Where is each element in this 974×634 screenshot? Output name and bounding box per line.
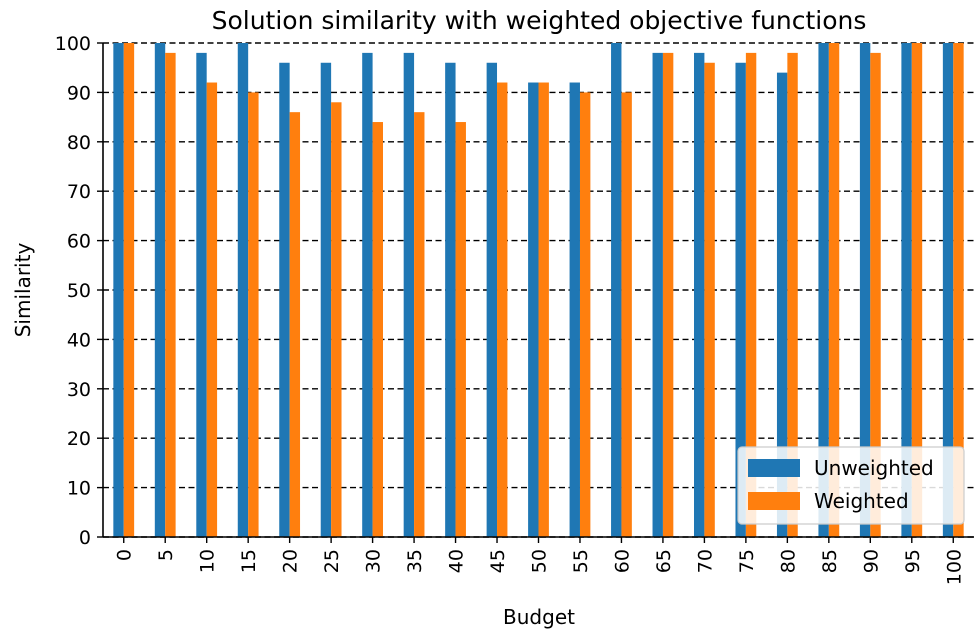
x-tick-label: 85 bbox=[819, 549, 841, 573]
bar-unweighted-20 bbox=[279, 62, 290, 537]
x-tick-label: 65 bbox=[653, 549, 675, 573]
legend-label-unweighted: Unweighted bbox=[814, 456, 934, 480]
bar-unweighted-15 bbox=[237, 43, 249, 537]
y-axis-label: Similarity bbox=[11, 243, 35, 338]
y-tick-label: 40 bbox=[67, 329, 91, 351]
bar-unweighted-50 bbox=[528, 82, 539, 538]
bar-unweighted-25 bbox=[320, 62, 332, 537]
bar-unweighted-30 bbox=[362, 52, 373, 537]
bar-weighted-95 bbox=[911, 43, 923, 537]
bar-unweighted-70 bbox=[694, 52, 705, 537]
x-tick-label: 25 bbox=[321, 549, 343, 573]
bar-weighted-45 bbox=[497, 82, 508, 538]
y-tick-label: 30 bbox=[67, 379, 91, 401]
x-tick-label: 5 bbox=[155, 549, 177, 561]
x-tick-label: 60 bbox=[611, 549, 633, 573]
bar-weighted-50 bbox=[538, 82, 549, 538]
x-tick-label: 30 bbox=[363, 549, 385, 573]
y-tick-label: 50 bbox=[67, 280, 91, 302]
bar-unweighted-95 bbox=[901, 43, 912, 537]
bar-unweighted-90 bbox=[859, 43, 871, 537]
x-tick-label: 100 bbox=[943, 549, 965, 585]
bar-unweighted-55 bbox=[569, 82, 580, 538]
bar-weighted-85 bbox=[828, 43, 840, 537]
x-tick-label: 80 bbox=[777, 549, 799, 573]
bar-unweighted-65 bbox=[652, 52, 663, 537]
bar-weighted-25 bbox=[331, 102, 342, 537]
bar-weighted-100 bbox=[953, 43, 964, 537]
x-tick-label: 10 bbox=[197, 549, 219, 573]
bar-weighted-80 bbox=[787, 52, 798, 537]
bar-weighted-65 bbox=[662, 52, 674, 537]
bar-unweighted-75 bbox=[735, 62, 746, 537]
x-tick-label: 95 bbox=[902, 549, 924, 573]
chart-title: Solution similarity with weighted object… bbox=[212, 6, 867, 35]
bar-unweighted-80 bbox=[776, 72, 788, 537]
bars-layer bbox=[113, 43, 964, 538]
bar-unweighted-10 bbox=[196, 52, 207, 537]
legend-label-weighted: Weighted bbox=[814, 489, 909, 513]
ticks-layer: 0 10 20 30 40 50 60 70 80 90 100 0 5 10 15 20 25 30 35 40 45… bbox=[55, 33, 966, 585]
legend-swatch-weighted bbox=[748, 492, 800, 510]
bar-unweighted-35 bbox=[403, 52, 415, 537]
y-tick-label: 100 bbox=[55, 33, 91, 55]
bar-weighted-15 bbox=[248, 92, 259, 538]
bar-unweighted-60 bbox=[611, 43, 622, 537]
bar-weighted-20 bbox=[289, 112, 301, 537]
bar-weighted-40 bbox=[455, 122, 466, 537]
x-tick-label: 50 bbox=[529, 549, 551, 573]
x-tick-label: 40 bbox=[446, 549, 468, 573]
legend-swatch-unweighted bbox=[748, 459, 800, 477]
bar-weighted-0 bbox=[123, 43, 135, 537]
bar-weighted-55 bbox=[579, 92, 591, 538]
y-tick-label: 10 bbox=[67, 478, 91, 500]
y-tick-label: 0 bbox=[79, 527, 91, 549]
bar-weighted-10 bbox=[206, 82, 218, 538]
bar-unweighted-5 bbox=[154, 43, 166, 537]
y-tick-label: 60 bbox=[67, 231, 91, 253]
y-tick-label: 70 bbox=[67, 181, 91, 203]
x-tick-label: 15 bbox=[238, 549, 260, 573]
x-tick-label: 55 bbox=[570, 549, 592, 573]
bar-weighted-90 bbox=[870, 52, 881, 537]
bar-unweighted-85 bbox=[818, 43, 829, 537]
x-tick-label: 45 bbox=[487, 549, 509, 573]
bar-weighted-35 bbox=[414, 112, 425, 537]
y-tick-label: 80 bbox=[67, 132, 91, 154]
bar-unweighted-100 bbox=[942, 43, 954, 537]
y-tick-label: 90 bbox=[67, 82, 91, 104]
bar-weighted-70 bbox=[704, 62, 715, 537]
y-tick-label: 20 bbox=[67, 428, 91, 450]
bar-unweighted-40 bbox=[445, 62, 456, 537]
bar-unweighted-0 bbox=[113, 43, 124, 537]
x-tick-label: 0 bbox=[114, 549, 136, 561]
legend: Unweighted Weighted bbox=[737, 446, 965, 525]
x-axis-label: Budget bbox=[503, 605, 575, 629]
bar-weighted-75 bbox=[745, 52, 757, 537]
bar-weighted-60 bbox=[621, 92, 632, 538]
x-tick-label: 35 bbox=[404, 549, 426, 573]
bar-weighted-30 bbox=[372, 122, 383, 537]
x-tick-label: 75 bbox=[736, 549, 758, 573]
bar-unweighted-45 bbox=[486, 62, 498, 537]
x-tick-label: 70 bbox=[694, 549, 716, 573]
x-tick-label: 90 bbox=[860, 549, 882, 573]
x-tick-label: 20 bbox=[280, 549, 302, 573]
bar-weighted-5 bbox=[165, 52, 176, 537]
